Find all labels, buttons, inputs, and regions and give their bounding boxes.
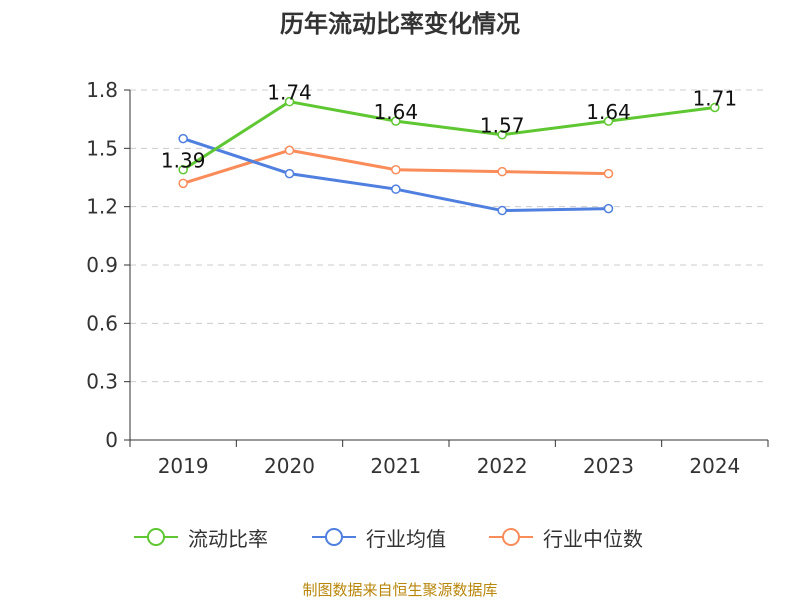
legend-item-current-ratio[interactable]: 流动比率	[132, 520, 268, 554]
y-tick-label: 1.5	[86, 136, 118, 160]
data-label: 1.64	[374, 100, 419, 124]
x-tick-label: 2019	[158, 454, 209, 478]
y-tick-label: 0	[105, 428, 118, 452]
x-tick-label: 2021	[370, 454, 421, 478]
data-point	[710, 102, 720, 113]
legend-label: 流动比率	[188, 526, 268, 551]
series-line	[182, 137, 609, 213]
y-tick-label: 0.6	[86, 311, 118, 335]
data-point	[603, 168, 614, 179]
legend-line-marker-icon	[489, 528, 533, 546]
legend-item-industry-median[interactable]: 行业中位数	[487, 520, 643, 554]
data-labels: 1.39 1.74 1.64 1.57 1.64 1.71	[161, 81, 737, 173]
data-point	[391, 116, 401, 126]
data-label: 1.64	[586, 100, 631, 124]
legend-line-marker-icon	[312, 528, 356, 546]
grid-lines	[130, 89, 768, 383]
data-point	[497, 205, 507, 216]
data-point	[178, 133, 188, 144]
legend: 流动比率 行业均值 行业中位数	[0, 520, 800, 554]
data-source-note: 制图数据来自恒生聚源数据库	[302, 581, 498, 599]
data-label: 1.57	[480, 114, 525, 138]
x-tick-label: 2022	[477, 454, 528, 478]
data-point	[391, 164, 401, 175]
x-tick-label: 2020	[264, 454, 315, 478]
axes: 0 0.3 0.6 0.9 1.2 1.5 1.8 2019 2020 2021 2022 2023 2…	[86, 78, 769, 478]
data-point	[284, 168, 295, 179]
legend-label: 行业均值	[366, 526, 446, 551]
legend-item-industry-mean[interactable]: 行业均值	[310, 520, 446, 554]
data-label: 1.74	[267, 81, 312, 105]
data-point	[284, 145, 295, 156]
data-label: 1.71	[693, 87, 738, 111]
data-point	[497, 129, 507, 140]
series-lines	[178, 96, 720, 216]
y-tick-label: 1.8	[86, 78, 118, 102]
series-line	[182, 100, 716, 171]
data-point	[497, 166, 507, 177]
x-tick-label: 2023	[583, 454, 634, 478]
data-label: 1.39	[161, 149, 206, 173]
data-point	[603, 116, 614, 126]
y-tick-label: 1.2	[86, 195, 118, 219]
x-tick-label: 2024	[689, 454, 740, 478]
legend-line-marker-icon	[134, 528, 178, 546]
y-tick-label: 0.3	[86, 370, 118, 394]
data-point	[178, 164, 188, 175]
chart-title: 历年流动比率变化情况	[280, 10, 520, 38]
y-tick-label: 0.9	[86, 253, 118, 277]
legend-label: 行业中位数	[543, 526, 643, 551]
data-point	[603, 203, 614, 214]
data-point	[284, 96, 295, 107]
data-point	[391, 184, 401, 194]
data-point	[178, 178, 188, 189]
